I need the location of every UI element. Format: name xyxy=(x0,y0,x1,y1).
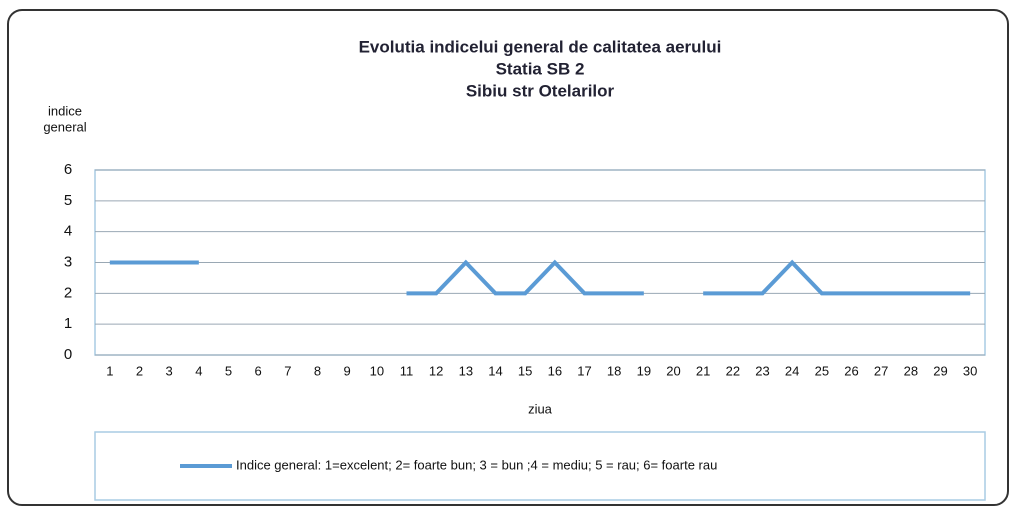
y-tick-label: 1 xyxy=(64,315,72,332)
x-tick-label: 29 xyxy=(933,363,947,378)
legend-label: Indice general: 1=excelent; 2= foarte bu… xyxy=(236,457,717,472)
x-tick-label: 4 xyxy=(195,363,202,378)
chart-title: Evolutia indicelui general de calitatea … xyxy=(359,37,722,56)
x-axis-label: ziua xyxy=(528,401,553,416)
x-tick-label: 3 xyxy=(166,363,173,378)
x-tick-label: 21 xyxy=(696,363,710,378)
x-tick-label: 18 xyxy=(607,363,621,378)
x-tick-label: 19 xyxy=(637,363,651,378)
x-tick-label: 15 xyxy=(518,363,532,378)
y-tick-label: 4 xyxy=(64,223,72,240)
y-tick-label: 2 xyxy=(64,284,72,301)
x-tick-label: 1 xyxy=(106,363,113,378)
y-tick-label: 5 xyxy=(64,192,72,209)
chart-title: Statia SB 2 xyxy=(496,59,585,78)
y-axis-label: general xyxy=(43,119,86,134)
x-tick-label: 9 xyxy=(344,363,351,378)
x-tick-label: 6 xyxy=(255,363,262,378)
chart-title: Sibiu str Otelarilor xyxy=(466,81,615,100)
y-tick-label: 3 xyxy=(64,253,72,270)
x-tick-label: 27 xyxy=(874,363,888,378)
x-tick-label: 16 xyxy=(548,363,562,378)
x-tick-label: 8 xyxy=(314,363,321,378)
x-tick-label: 28 xyxy=(904,363,918,378)
x-tick-label: 12 xyxy=(429,363,443,378)
x-tick-label: 14 xyxy=(488,363,502,378)
x-tick-label: 30 xyxy=(963,363,977,378)
y-tick-label: 6 xyxy=(64,161,72,178)
x-tick-label: 7 xyxy=(284,363,291,378)
x-tick-label: 10 xyxy=(370,363,384,378)
data-line xyxy=(109,259,971,296)
x-tick-label: 23 xyxy=(755,363,769,378)
x-tick-label: 22 xyxy=(726,363,740,378)
x-tick-label: 13 xyxy=(459,363,473,378)
x-tick-label: 11 xyxy=(400,363,414,378)
x-tick-label: 24 xyxy=(785,363,799,378)
chart-frame xyxy=(7,9,1009,506)
y-tick-label: 0 xyxy=(64,346,72,363)
x-tick-label: 25 xyxy=(815,363,829,378)
x-tick-label: 2 xyxy=(136,363,143,378)
legend-box xyxy=(94,431,986,501)
x-tick-label: 17 xyxy=(577,363,591,378)
y-axis-label: indice xyxy=(48,103,82,118)
x-tick-label: 20 xyxy=(666,363,680,378)
x-tick-label: 26 xyxy=(844,363,858,378)
x-tick-label: 5 xyxy=(225,363,232,378)
